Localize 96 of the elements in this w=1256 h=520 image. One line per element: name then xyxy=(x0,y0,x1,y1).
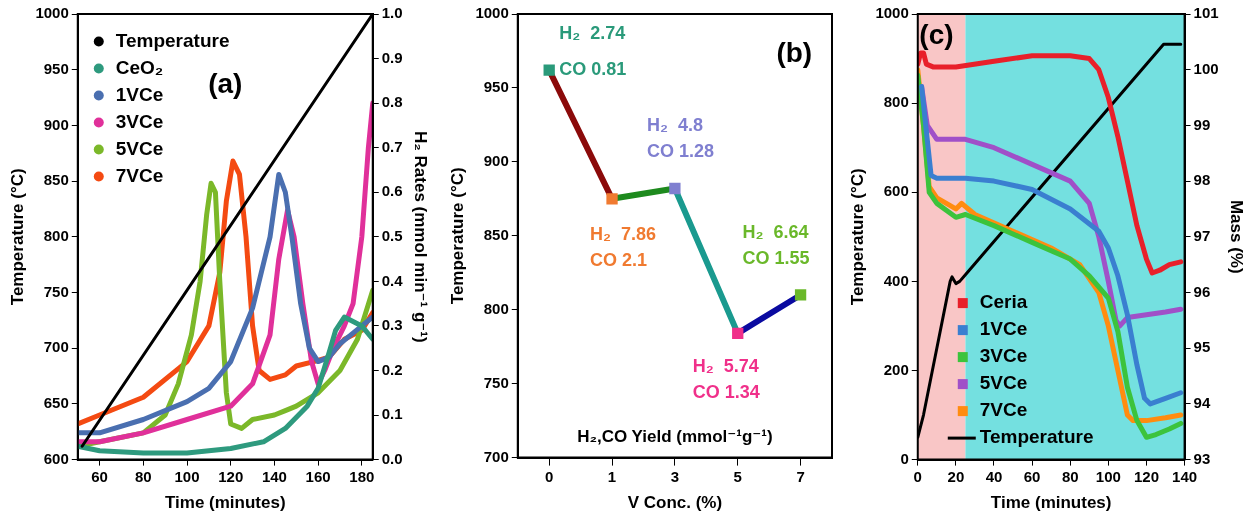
x-tick-label: 100 xyxy=(1095,467,1121,485)
annotation: H₂ 7.86 CO 2.1 xyxy=(590,223,657,270)
legend-label: 1VCe xyxy=(979,318,1028,340)
point xyxy=(606,193,618,205)
annotation: (a) xyxy=(208,68,243,100)
y-tick-label: 1000 xyxy=(475,4,509,22)
x-tick-label: 20 xyxy=(947,467,965,485)
x-tick-label: 120 xyxy=(1133,467,1159,485)
annotation: H₂ 4.8 CO 1.28 xyxy=(646,115,714,162)
y2-tick-label: 95 xyxy=(1193,338,1211,356)
y2-tick-label: 0.9 xyxy=(381,48,403,66)
y-tick-label: 950 xyxy=(483,78,509,96)
y-axis-title: Temperature (°C) xyxy=(847,168,867,306)
y2-tick-label: 99 xyxy=(1193,115,1211,133)
y-tick-label: 1000 xyxy=(35,4,69,22)
y2-tick-label: 0.3 xyxy=(381,316,403,334)
x-tick-label: 0 xyxy=(545,467,554,485)
y-tick-label: 900 xyxy=(43,115,69,133)
x-tick-label: 80 xyxy=(1061,467,1079,485)
y-tick-label: 700 xyxy=(483,447,509,465)
y-tick-label: 800 xyxy=(43,226,69,244)
y2-tick-label: 94 xyxy=(1193,394,1211,412)
x-tick-label: 1 xyxy=(607,467,617,485)
legend-label: Temperature xyxy=(979,426,1094,448)
legend-label: 7VCe xyxy=(979,399,1028,421)
legend-label: Ceria xyxy=(979,291,1028,313)
y2-tick-label: 0.6 xyxy=(381,182,403,200)
x-tick-label: 0 xyxy=(913,467,922,485)
y2-tick-label: 1.0 xyxy=(381,4,403,22)
y2-tick-label: 0.5 xyxy=(381,226,403,244)
x-tick-label: 7 xyxy=(796,467,805,485)
y2-tick-label: 0.4 xyxy=(381,271,404,289)
legend-label: 5VCe xyxy=(115,137,164,159)
y2-tick-label: 0.0 xyxy=(381,449,403,467)
y2-axis-title: H₂ Rates (mmol min⁻¹ g⁻¹) xyxy=(411,131,431,343)
annotation: (c) xyxy=(919,19,954,50)
annotation: H₂ 2.74 CO 0.81 xyxy=(559,23,627,80)
y2-tick-label: 0.2 xyxy=(381,360,403,378)
x-tick-label: 3 xyxy=(670,467,680,485)
x-tick-label: 160 xyxy=(305,467,331,485)
y-tick-label: 600 xyxy=(43,449,69,467)
x-axis-title: Time (minutes) xyxy=(990,493,1112,513)
y-tick-label: 800 xyxy=(883,93,909,111)
y-tick-label: 650 xyxy=(43,394,69,412)
x-tick-label: 60 xyxy=(1023,467,1041,485)
point xyxy=(794,289,807,301)
y-tick-label: 750 xyxy=(43,282,69,300)
legend-label: 1VCe xyxy=(115,83,164,105)
y-tick-label: 950 xyxy=(43,59,69,77)
legend-label: CeO₂ xyxy=(115,56,164,78)
y2-tick-label: 97 xyxy=(1193,226,1211,244)
y-tick-label: 400 xyxy=(883,271,909,289)
y-tick-label: 850 xyxy=(43,171,69,189)
legend-label: Temperature xyxy=(115,29,230,51)
annotation: H₂,CO Yield (mmol⁻¹g⁻¹) xyxy=(577,427,773,447)
point xyxy=(732,327,744,340)
x-tick-label: 40 xyxy=(985,467,1003,485)
y-tick-label: 750 xyxy=(483,373,509,391)
y2-tick-label: 93 xyxy=(1193,449,1211,467)
y2-tick-label: 101 xyxy=(1193,4,1219,22)
annotation: (b) xyxy=(776,36,813,68)
x-tick-label: 120 xyxy=(218,467,244,485)
annotation: H₂ 5.74 CO 1.34 xyxy=(692,356,760,403)
legend-label: 3VCe xyxy=(979,345,1028,367)
point xyxy=(669,182,681,195)
y-tick-label: 700 xyxy=(43,338,69,356)
y2-tick-label: 98 xyxy=(1193,171,1211,189)
y-tick-label: 200 xyxy=(883,360,909,378)
x-tick-label: 5 xyxy=(733,467,742,485)
legend-label: 7VCe xyxy=(115,164,164,186)
x-tick-label: 140 xyxy=(261,467,287,485)
x-tick-label: 100 xyxy=(174,467,200,485)
annotation: H₂ 6.64 CO 1.55 xyxy=(742,221,810,268)
y-axis-title: Temperature (°C) xyxy=(447,167,467,305)
x-tick-label: 80 xyxy=(134,467,152,485)
x-axis-title: V Conc. (%) xyxy=(627,493,723,513)
y2-tick-label: 0.8 xyxy=(381,93,403,111)
y2-tick-label: 96 xyxy=(1193,282,1211,300)
legend-label: 3VCe xyxy=(115,110,164,132)
y2-axis-title: Mass (%) xyxy=(1227,199,1247,274)
y2-tick-label: 100 xyxy=(1193,59,1219,77)
y-tick-label: 800 xyxy=(483,299,509,317)
y2-tick-label: 0.1 xyxy=(381,405,403,423)
x-axis-title: Time (minutes) xyxy=(164,493,286,513)
x-tick-label: 180 xyxy=(349,467,375,485)
point xyxy=(543,64,555,76)
x-tick-label: 140 xyxy=(1172,467,1198,485)
y2-tick-label: 0.7 xyxy=(381,137,403,155)
y-tick-label: 850 xyxy=(483,225,509,243)
y-tick-label: 600 xyxy=(883,182,909,200)
x-tick-label: 60 xyxy=(91,467,108,485)
y-tick-label: 1000 xyxy=(875,4,909,22)
legend-label: 5VCe xyxy=(979,372,1028,394)
y-tick-label: 0 xyxy=(900,449,909,467)
y-tick-label: 900 xyxy=(483,152,509,170)
y-axis-title: Temperature (°C) xyxy=(7,168,27,306)
